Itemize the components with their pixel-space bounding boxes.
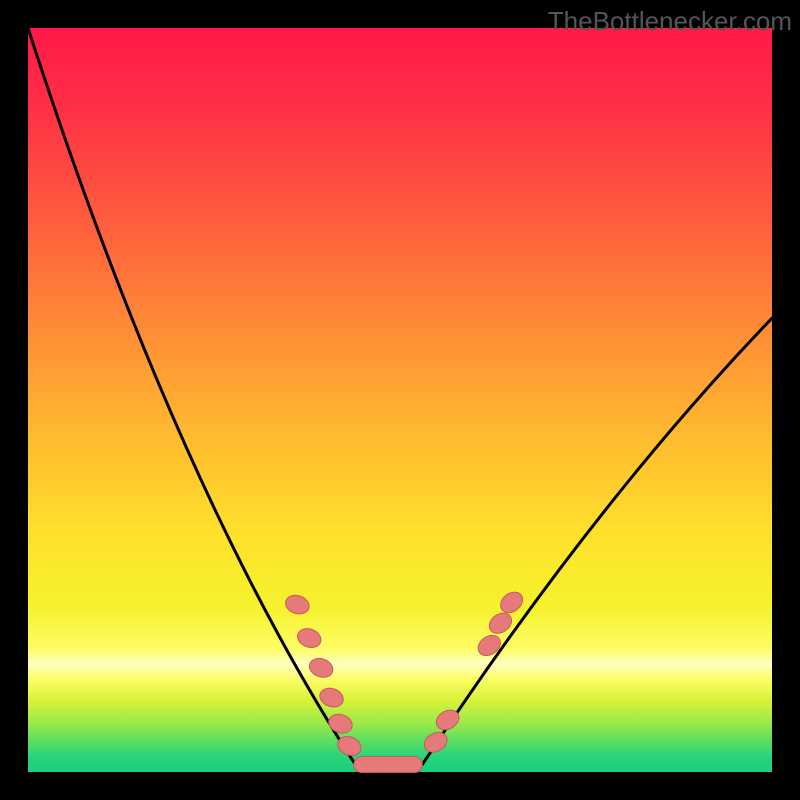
watermark-text: TheBottlenecker.com [548, 6, 792, 37]
frame: TheBottlenecker.com [0, 0, 800, 800]
heatmap-gradient [28, 28, 772, 772]
bottleneck-chart [28, 28, 772, 772]
